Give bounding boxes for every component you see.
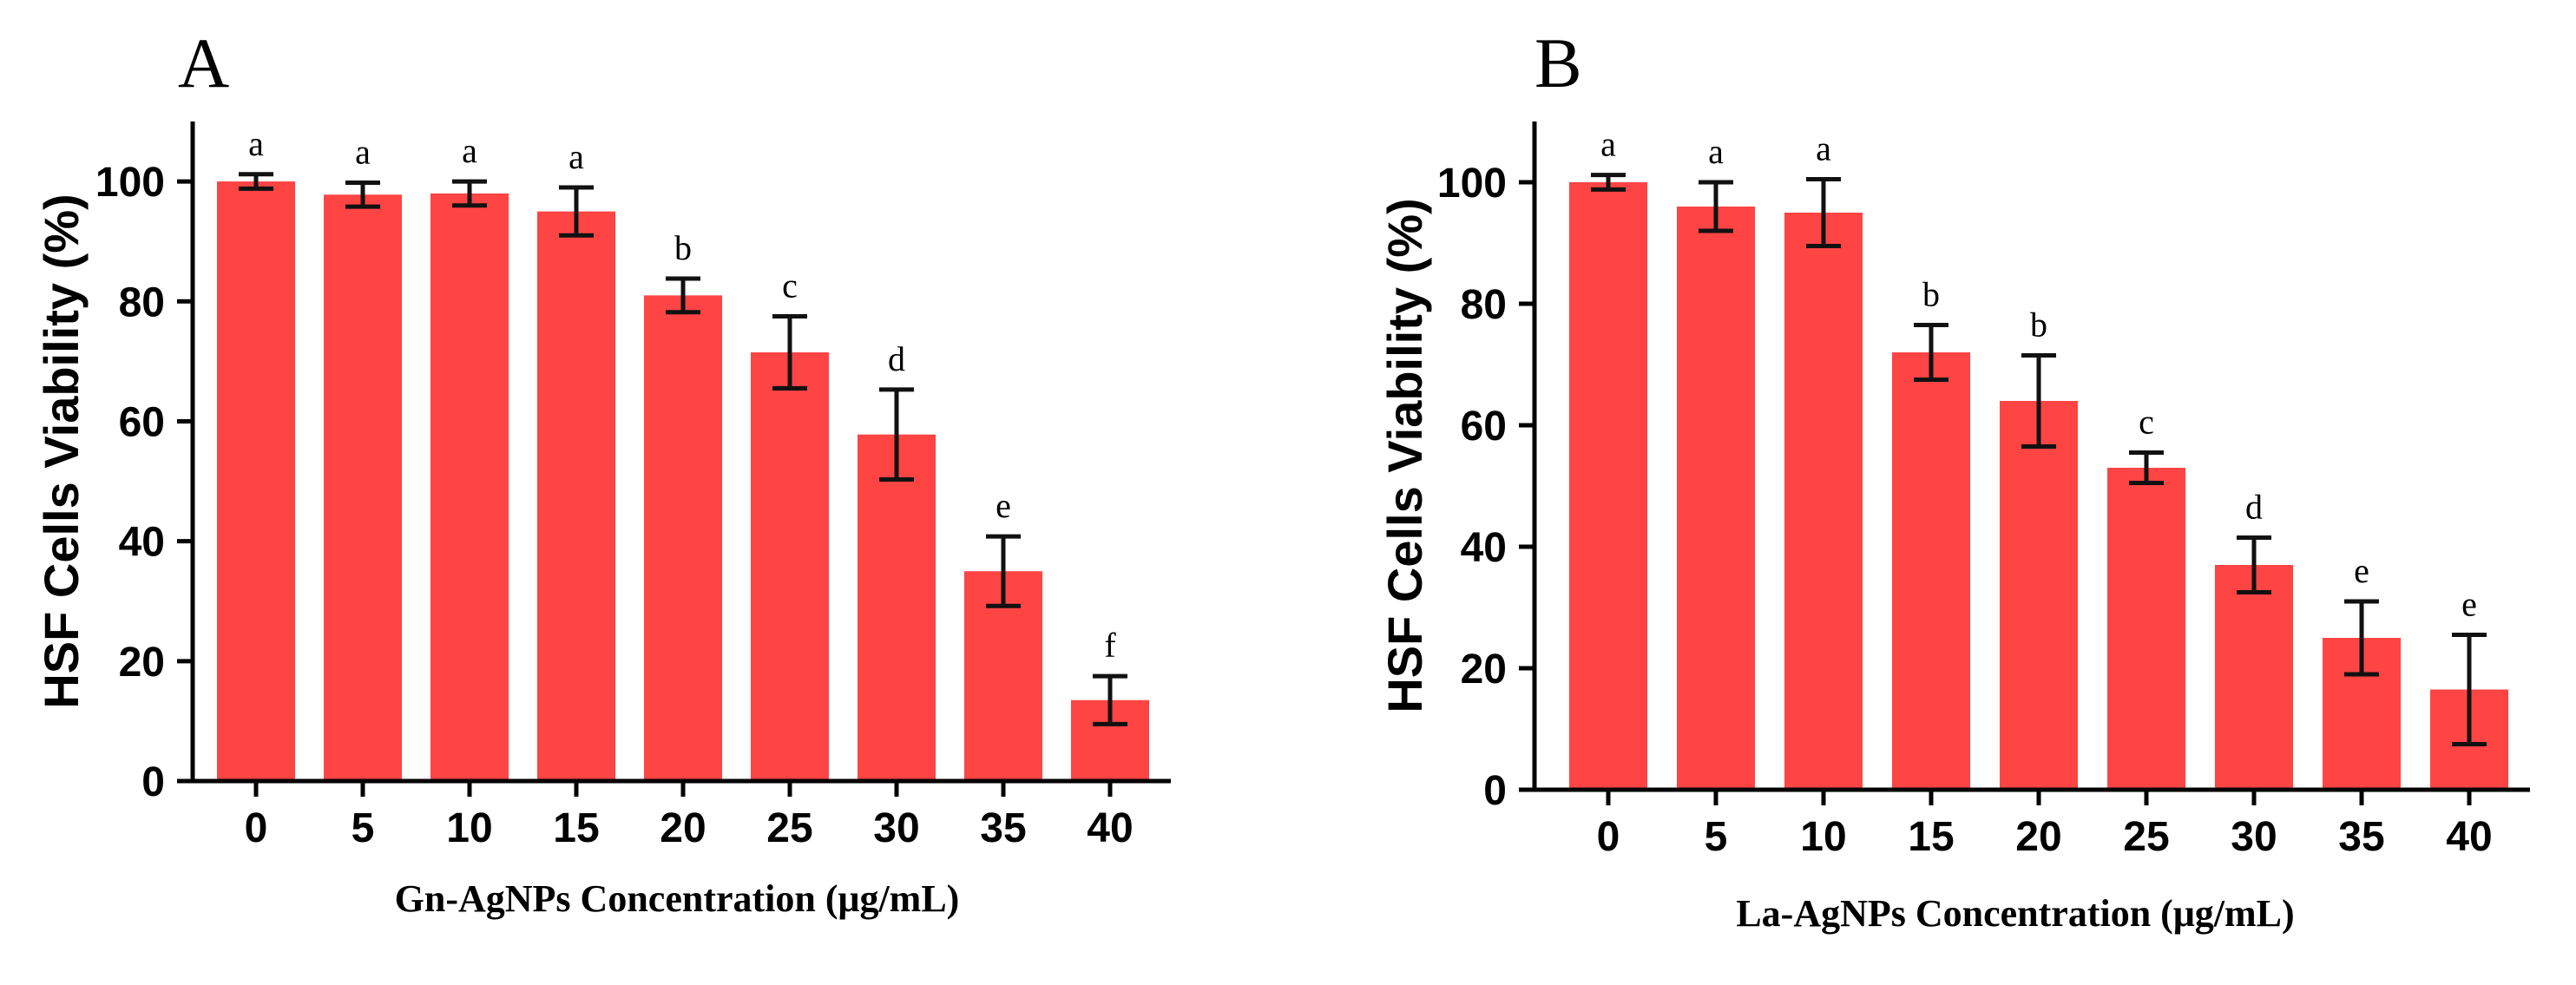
significance-label: a — [1816, 129, 1831, 168]
x-tick-label: 25 — [2123, 814, 2169, 860]
error-bar-5 — [345, 180, 380, 209]
error-bar-40 — [1093, 673, 1127, 726]
bar-20 — [644, 295, 722, 781]
x-tick-label: 5 — [352, 805, 375, 851]
x-tick-label: 10 — [446, 805, 492, 851]
y-tick-label: 60 — [1461, 404, 1507, 450]
y-tick-label: 100 — [95, 160, 165, 206]
error-bar-15 — [559, 185, 594, 238]
x-tick-label: 10 — [1800, 814, 1846, 860]
error-bar-20 — [666, 276, 700, 315]
x-tick-label: 40 — [2446, 814, 2492, 860]
bar-0 — [217, 181, 295, 781]
x-tick-label: 25 — [766, 805, 812, 851]
significance-label: d — [2245, 488, 2263, 527]
error-bar-15 — [1914, 323, 1948, 382]
bar-30 — [2215, 565, 2293, 790]
error-bar-5 — [1699, 180, 1733, 233]
x-tick-label: 15 — [1908, 814, 1954, 860]
x-tick-label: 20 — [2015, 814, 2061, 860]
y-tick-label: 0 — [141, 759, 165, 805]
y-tick-label: 60 — [119, 399, 165, 445]
bar-30 — [858, 434, 936, 781]
error-bar-25 — [2129, 450, 2164, 485]
significance-label: f — [1104, 626, 1116, 665]
significance-label: b — [674, 228, 692, 267]
y-tick-label: 0 — [1483, 768, 1507, 814]
y-tick-label: 40 — [1461, 525, 1507, 571]
bar-25 — [751, 352, 829, 781]
error-bar-0 — [1591, 173, 1626, 192]
significance-label: a — [248, 124, 264, 163]
significance-label: c — [782, 266, 798, 305]
significance-label: a — [1708, 132, 1724, 171]
error-bar-10 — [452, 179, 487, 208]
y-axis-title: HSF Cells Viability (%) — [1377, 198, 1432, 712]
significance-label: e — [2354, 551, 2369, 590]
y-tick-label: 80 — [1461, 282, 1507, 328]
bar-25 — [2107, 468, 2185, 790]
x-tick-label: 0 — [245, 805, 268, 851]
significance-label: a — [1600, 125, 1616, 164]
y-tick-label: 100 — [1437, 161, 1507, 207]
y-tick-label: 40 — [119, 520, 165, 566]
x-tick-label: 5 — [1705, 814, 1728, 860]
error-bar-30 — [2237, 535, 2271, 594]
bar-0 — [1569, 182, 1647, 790]
x-tick-label: 20 — [660, 805, 706, 851]
y-tick-label: 20 — [1461, 647, 1507, 693]
bar-15 — [537, 211, 615, 782]
bar-20 — [2000, 401, 2078, 790]
bar-5 — [324, 194, 402, 782]
error-bar-20 — [2021, 353, 2056, 449]
x-tick-label: 15 — [553, 805, 599, 851]
significance-label: a — [568, 137, 584, 176]
x-tick-label: 35 — [2338, 814, 2384, 860]
bar-10 — [1784, 213, 1863, 790]
significance-label: e — [2461, 585, 2477, 624]
significance-label: a — [355, 132, 371, 171]
significance-label: b — [2030, 305, 2047, 345]
significance-label: b — [1922, 275, 1940, 314]
panel-letter: A — [178, 23, 229, 102]
x-tick-label: 40 — [1087, 805, 1133, 851]
x-tick-label: 30 — [2231, 814, 2277, 860]
bar-15 — [1892, 352, 1970, 790]
y-tick-label: 80 — [119, 279, 165, 325]
x-tick-label: 0 — [1597, 814, 1620, 860]
panel-letter: B — [1534, 23, 1582, 102]
error-bar-10 — [1806, 177, 1841, 248]
y-axis-title: HSF Cells Viability (%) — [34, 194, 89, 708]
error-bar-0 — [239, 172, 273, 191]
error-bar-40 — [2452, 633, 2487, 746]
significance-label: d — [888, 339, 905, 378]
bar-10 — [430, 193, 509, 782]
bar-5 — [1677, 207, 1755, 790]
error-bar-25 — [772, 314, 807, 391]
panel-b-chart: Ba 0 a 5 a 10 b 15 b 20 c 25 d 30 e 35 e 40 0 20 40 60 80 100HS… — [1377, 23, 2530, 935]
x-axis-title: La-AgNPs Concentration (μg/mL) — [1736, 892, 2294, 935]
x-tick-label: 35 — [980, 805, 1026, 851]
error-bar-35 — [986, 534, 1021, 608]
panel-a-chart: Aa 0 a 5 a 10 a 15 b 20 c 25 d 30 e 35 f 40 0 20 40 60 80 100HS… — [34, 23, 1171, 920]
significance-label: c — [2139, 403, 2154, 442]
x-tick-label: 30 — [873, 805, 919, 851]
significance-label: e — [996, 486, 1011, 525]
significance-label: a — [462, 131, 477, 170]
x-axis-title: Gn-AgNPs Concentration (μg/mL) — [395, 877, 960, 920]
y-tick-label: 20 — [119, 640, 165, 686]
error-bar-30 — [879, 387, 914, 482]
error-bar-35 — [2344, 599, 2379, 677]
